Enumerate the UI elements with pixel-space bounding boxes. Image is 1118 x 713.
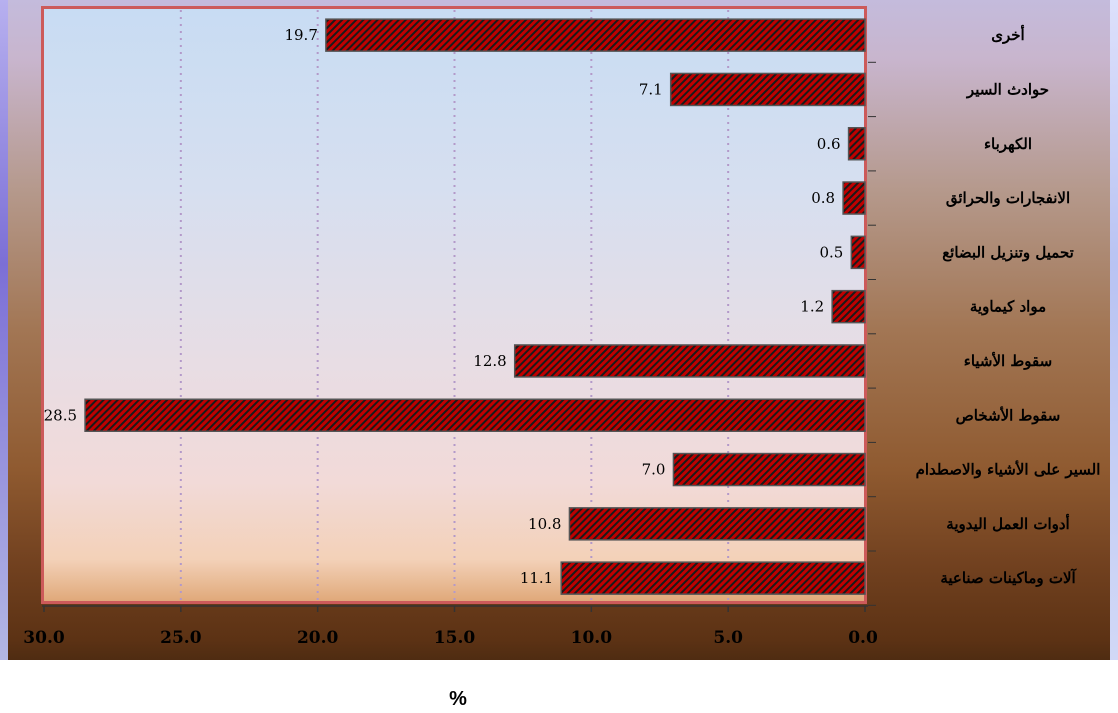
bar <box>568 507 866 541</box>
bar <box>325 18 866 52</box>
category-label: أخرى <box>991 24 1024 44</box>
bar <box>847 127 866 161</box>
category-label: آلات وماكينات صناعية <box>940 568 1077 587</box>
x-tick-label: 20.0 <box>297 628 339 648</box>
bar-value-label: 12.8 <box>473 352 506 370</box>
bar <box>560 561 866 595</box>
category-label: حوادث السير <box>966 80 1049 98</box>
category-label: مواد كيماوية <box>970 298 1046 316</box>
category-label: سقوط الأشياء <box>964 351 1052 370</box>
bar-value-label: 11.1 <box>520 569 553 587</box>
bar-value-label: 19.7 <box>284 26 317 44</box>
category-label: الكهرباء <box>984 135 1032 153</box>
bar <box>84 398 866 432</box>
bar <box>831 289 866 324</box>
x-tick-label: 10.0 <box>571 628 613 648</box>
bar-value-label: 7.0 <box>642 461 666 479</box>
x-tick-label: 0.0 <box>848 628 878 648</box>
category-label: سقوط الأشخاص <box>956 405 1061 424</box>
x-axis-label: % <box>449 688 467 710</box>
bar-value-label: 7.1 <box>639 80 663 98</box>
x-tick-label: 15.0 <box>434 628 476 648</box>
frame-left-edge <box>0 0 8 660</box>
frame-right-edge <box>1110 0 1118 660</box>
bar-value-label: 0.6 <box>817 135 841 153</box>
bar-value-label: 0.5 <box>819 243 843 261</box>
x-tick-label: 25.0 <box>160 628 202 648</box>
category-label: الانفجارات والحرائق <box>946 189 1070 207</box>
category-label: السير على الأشياء والاصطدام <box>916 460 1101 479</box>
bar <box>513 344 866 378</box>
bar <box>850 235 866 270</box>
bar <box>672 452 866 487</box>
bar <box>669 72 866 107</box>
bar <box>842 181 866 215</box>
category-label: أدوات العمل اليدوية <box>946 513 1069 533</box>
x-tick-label: 30.0 <box>23 628 65 648</box>
footer-strip <box>0 660 1118 713</box>
bar-value-label: 28.5 <box>44 406 77 424</box>
bar-value-label: 0.8 <box>811 189 835 207</box>
bar-value-label: 10.8 <box>528 515 561 533</box>
x-tick-label: 5.0 <box>713 628 743 648</box>
bar-value-label: 1.2 <box>800 298 824 316</box>
category-label: تحميل وتنزيل البضائع <box>942 243 1074 261</box>
